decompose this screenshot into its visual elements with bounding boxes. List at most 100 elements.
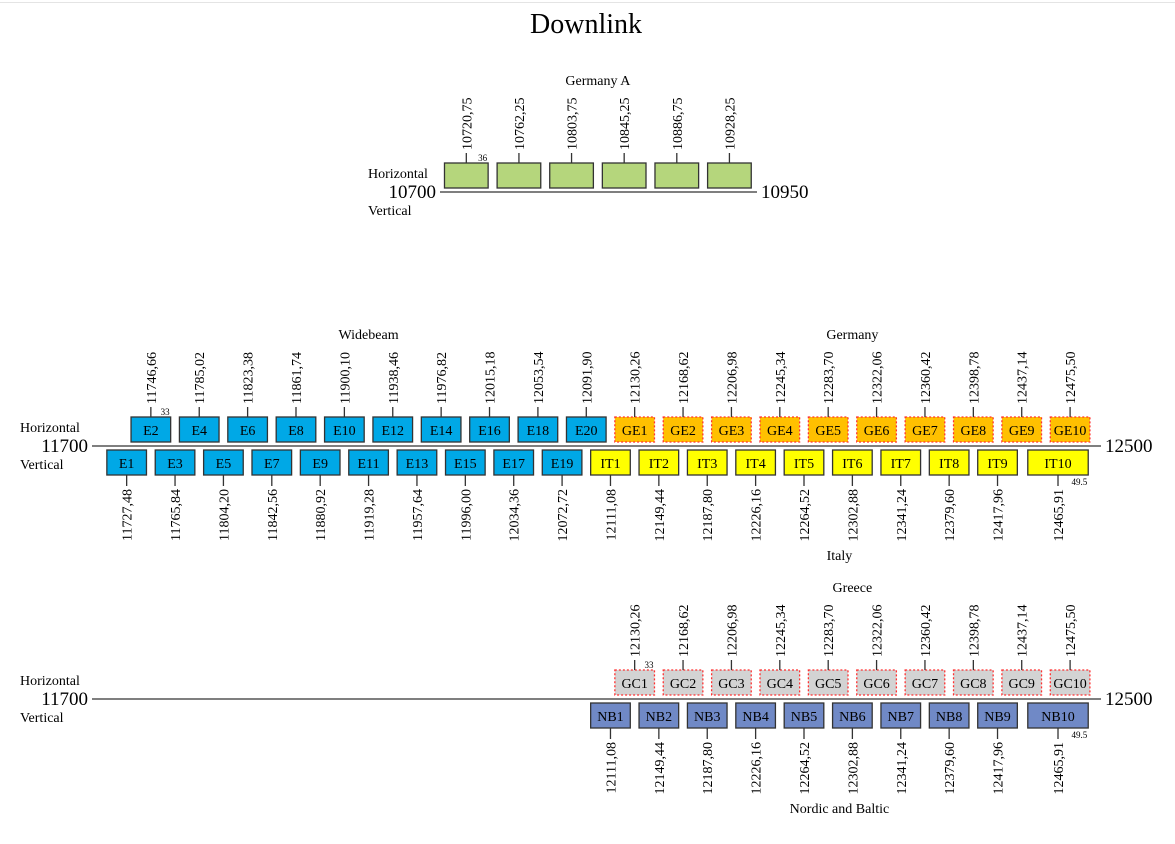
channel-box [443, 162, 489, 189]
channel: E5 11804,20 [202, 449, 244, 541]
axis-min-label: 11700 [41, 689, 88, 710]
channel-label: E20 [575, 424, 598, 439]
horizontal-label: Horizontal [368, 167, 428, 182]
frequency-label: 11880,92 [314, 489, 329, 541]
bandwidth-label: 33 [644, 660, 654, 670]
channel-box [735, 449, 777, 476]
channel: E3 11765,84 [154, 449, 196, 541]
frequency-label: 12206,98 [725, 605, 740, 658]
channel-label: E16 [478, 424, 501, 439]
channel: E15 11996,00 [444, 449, 486, 541]
frequency-label: 12417,96 [992, 742, 1007, 795]
channel: E14 11976,82 [420, 352, 462, 443]
channel-box [1049, 416, 1091, 443]
channel-box [904, 669, 946, 696]
channel-label: NB2 [646, 710, 672, 725]
channel: E16 12015,18 [469, 352, 510, 443]
channel: GE9 12437,14 [1001, 352, 1043, 443]
channel-label: GE9 [1009, 424, 1035, 439]
channel-label: E19 [551, 457, 574, 472]
frequency-label: 12283,70 [822, 352, 837, 405]
channel: GE8 12398,78 [952, 352, 994, 443]
channel-label: IT6 [842, 457, 862, 472]
channel: NB2 12149,44 [638, 702, 680, 795]
channel: NB3 12187,80 [686, 702, 728, 795]
channel-label: IT9 [987, 457, 1007, 472]
channel-box [130, 416, 172, 443]
channel-box [496, 162, 542, 189]
channel-label: GC6 [863, 677, 889, 692]
channel-label: IT1 [600, 457, 620, 472]
channel: E1 11727,48 [106, 449, 148, 541]
frequency-label: 11727,48 [121, 489, 136, 541]
channel-box [1049, 669, 1091, 696]
channel-label: NB9 [984, 710, 1010, 725]
bandwidth-label: 49.5 [1071, 730, 1087, 740]
channel-group: E1 11727,48 E3 11765,84 E5 11804,20 E7 11842,56… [106, 449, 583, 542]
channel-box [638, 449, 680, 476]
frequency-label: 12264,52 [798, 489, 813, 542]
channel: E18 12053,54 [517, 352, 559, 443]
channel: NB9 12417,96 [977, 702, 1018, 795]
frequency-label: 12398,78 [967, 605, 982, 658]
channel-box [783, 702, 825, 729]
channel-label: E1 [119, 457, 135, 472]
channel-label: NB10 [1041, 710, 1074, 725]
channel-box [928, 449, 970, 476]
channel-box [952, 416, 994, 443]
frequency-label: 12475,50 [1064, 352, 1079, 405]
channel-box [517, 416, 559, 443]
frequency-label: 12130,26 [629, 352, 644, 405]
channel-label: E3 [167, 457, 183, 472]
channel-label: E15 [454, 457, 477, 472]
channel: IT5 12264,52 [783, 449, 825, 542]
channel-label: NB7 [888, 710, 914, 725]
frequency-label: 12465,91 [1052, 489, 1067, 542]
axis-max-label: 12500 [1105, 689, 1153, 710]
channel: NB5 12264,52 [783, 702, 825, 795]
channel-box [977, 449, 1018, 476]
channel-group-germany: GE1 12130,26 GE2 12168,62 GE3 12206,98 GE4 1224… [614, 328, 1091, 443]
frequency-label: 12398,78 [967, 352, 982, 405]
channel-box [1027, 702, 1089, 729]
channel: E6 11823,38 [227, 352, 269, 443]
frequency-label: 12245,34 [774, 605, 789, 658]
frequency-label: 12341,24 [895, 489, 910, 542]
channel-label: GE7 [912, 424, 938, 439]
frequency-label: 12379,60 [943, 489, 958, 542]
channel: GC6 12322,06 [856, 605, 898, 696]
channel-box [928, 702, 970, 729]
channel-label: GC1 [621, 677, 647, 692]
channel-box [807, 416, 849, 443]
channel: IT3 12187,80 [686, 449, 728, 542]
channel-box [735, 702, 777, 729]
frequency-label: 10803,75 [566, 98, 581, 151]
frequency-label: 12322,06 [871, 605, 886, 658]
vertical-label: Vertical [20, 458, 64, 473]
frequency-label: 11900,10 [338, 352, 353, 404]
channel-box [420, 416, 462, 443]
channel-label: E13 [406, 457, 429, 472]
channel: IT8 12379,60 [928, 449, 970, 542]
channel-label: GE6 [864, 424, 890, 439]
channel-box [348, 449, 390, 476]
frequency-label: 12053,54 [532, 352, 547, 405]
channel-label: E10 [333, 424, 356, 439]
channel: NB1 12111,08 [590, 702, 631, 793]
channel-box [614, 669, 656, 696]
channel-label: NB6 [839, 710, 865, 725]
channel-label: IT3 [697, 457, 717, 472]
frequency-label: 11996,00 [459, 489, 474, 541]
channel-label: GC2 [670, 677, 696, 692]
channel: IT4 12226,16 [735, 449, 777, 542]
channel-box [654, 162, 700, 189]
channel-label: NB4 [742, 710, 768, 725]
channel-box [880, 449, 922, 476]
channel-box [601, 162, 647, 189]
channel: IT10 12465,91 49.5 [1027, 449, 1089, 542]
